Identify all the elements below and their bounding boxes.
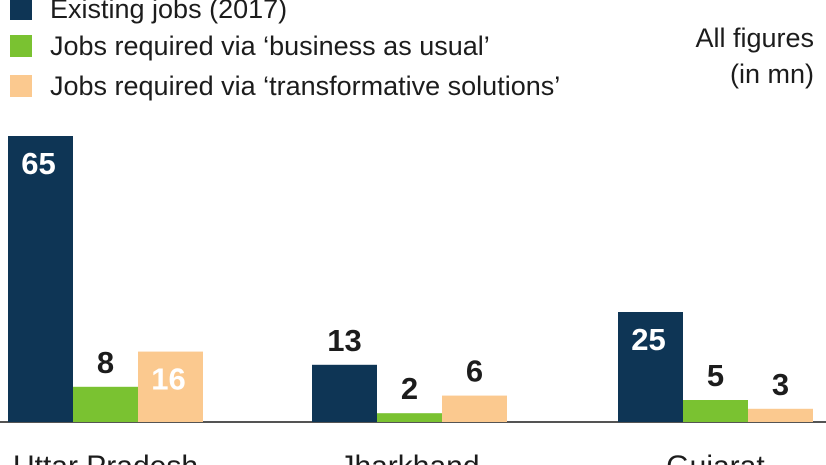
category-label-jharkhand: Jharkhand (339, 450, 479, 465)
value-label-uttar-pradesh-series-2: 16 (151, 362, 185, 397)
bar-jharkhand-series-0 (312, 364, 377, 422)
category-label-gujarat: Gujarat (666, 450, 765, 465)
legend-label-existing-jobs: Existing jobs (2017) (50, 0, 288, 24)
legend-swatch-transformative-solutions (10, 75, 32, 97)
legend-label-business-as-usual: Jobs required via ‘business as usual’ (50, 31, 490, 61)
bars-group (8, 136, 813, 422)
bar-gujarat-series-1 (683, 400, 748, 422)
category-labels-group: Uttar Pradesh Jharkhand Gujarat (13, 450, 765, 465)
bar-uttar-pradesh-series-1 (73, 386, 138, 422)
value-label-gujarat-series-0: 25 (631, 322, 665, 357)
bar-jharkhand-series-2 (442, 395, 507, 422)
value-label-jharkhand-series-0: 13 (327, 323, 361, 358)
bar-jharkhand-series-1 (377, 413, 442, 422)
bar-uttar-pradesh-series-0 (8, 136, 73, 422)
units-note-line1: All figures (695, 23, 814, 53)
value-labels-group: 65 8 16 13 2 6 25 5 3 (21, 146, 789, 406)
value-label-uttar-pradesh-series-1: 8 (97, 345, 114, 380)
category-label-uttar-pradesh: Uttar Pradesh (13, 450, 198, 465)
value-label-jharkhand-series-1: 2 (401, 371, 418, 406)
bar-gujarat-series-0 (618, 312, 683, 422)
units-note-line2: (in mn) (729, 59, 814, 89)
value-label-gujarat-series-1: 5 (707, 358, 724, 393)
legend-swatch-existing-jobs (10, 0, 32, 20)
legend-swatch-business-as-usual (10, 35, 32, 57)
value-label-jharkhand-series-2: 6 (466, 354, 483, 389)
legend: Existing jobs (2017) Jobs required via ‘… (0, 0, 640, 110)
value-label-uttar-pradesh-series-0: 65 (21, 146, 55, 181)
bar-uttar-pradesh-series-2 (138, 351, 203, 422)
units-note: All figures (in mn) (695, 20, 814, 92)
value-label-gujarat-series-2: 3 (772, 367, 789, 402)
bar-gujarat-series-2 (748, 408, 813, 422)
legend-label-transformative-solutions: Jobs required via ‘transformative soluti… (50, 71, 561, 101)
